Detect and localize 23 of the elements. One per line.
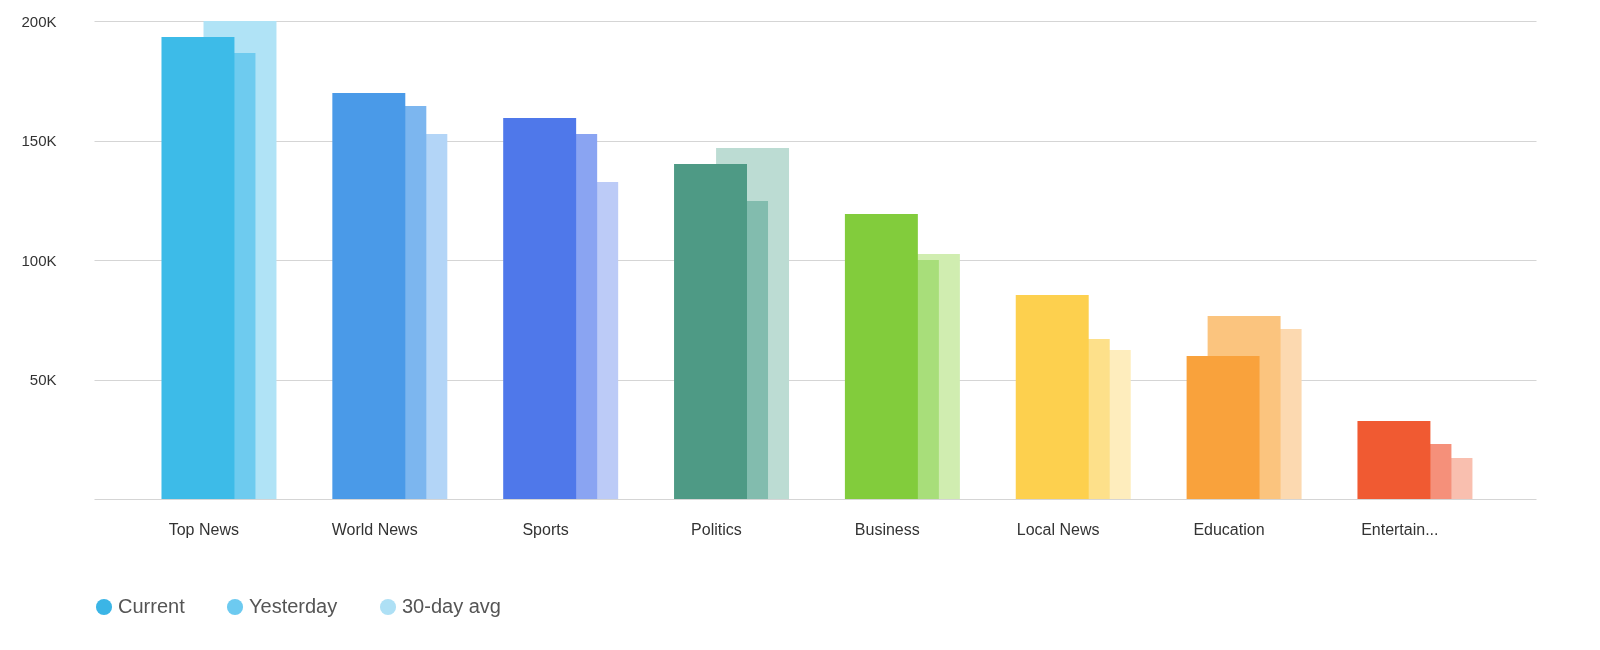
bar bbox=[1015, 294, 1089, 499]
y-tick-label: 100K bbox=[21, 251, 57, 269]
bar bbox=[161, 37, 235, 499]
x-tick-label: World News bbox=[331, 520, 418, 538]
bar bbox=[674, 163, 747, 499]
x-tick-label: Business bbox=[854, 520, 920, 538]
legend-label: Current bbox=[118, 595, 186, 617]
x-tick-label: Politics bbox=[691, 520, 742, 538]
x-tick-label: Local News bbox=[1016, 520, 1100, 538]
x-tick-label: Entertain... bbox=[1361, 520, 1439, 538]
bar bbox=[503, 118, 577, 499]
legend-label: Yesterday bbox=[249, 595, 338, 617]
x-tick-label: Top News bbox=[168, 520, 239, 538]
legend-label: 30-day avg bbox=[402, 595, 501, 617]
bar bbox=[332, 92, 406, 499]
x-tick-label: Education bbox=[1193, 520, 1265, 538]
x-tick-label: Sports bbox=[522, 520, 569, 538]
y-tick-label: 50K bbox=[29, 371, 57, 388]
bar bbox=[844, 214, 918, 499]
y-tick-label: 150K bbox=[21, 132, 57, 149]
y-tick-label: 200K bbox=[21, 12, 57, 30]
bar bbox=[1357, 421, 1431, 499]
bar bbox=[1186, 356, 1260, 499]
